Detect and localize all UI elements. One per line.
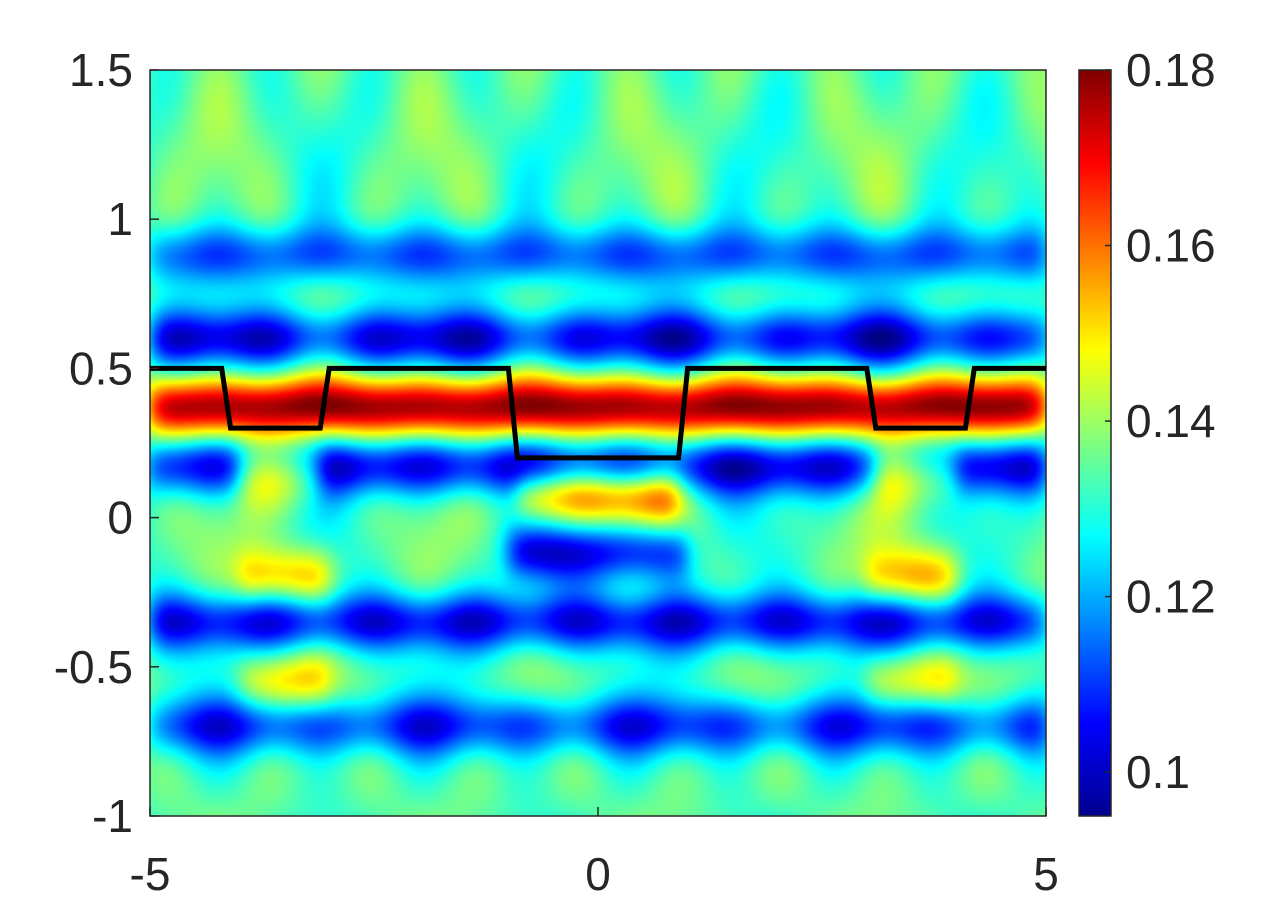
colorbar-tick-label: 0.14 <box>1126 395 1216 447</box>
x-tick-label: 0 <box>585 848 611 900</box>
colorbar-frame <box>1078 69 1112 817</box>
colorbar-tick-label: 0.16 <box>1126 220 1216 272</box>
heatmap-field <box>150 70 1046 816</box>
y-tick-label: 1.5 <box>69 44 133 96</box>
profile-line-group <box>150 365 1046 461</box>
y-tick-label: 0 <box>107 492 133 544</box>
y-axis: -1 -0.5 0 0.5 1 1.5 <box>54 44 159 842</box>
colorbar-tick-label: 0.18 <box>1126 44 1216 96</box>
x-tick-label: 5 <box>1033 848 1059 900</box>
y-tick-label: -1 <box>92 790 133 842</box>
x-axis: -5 0 5 <box>130 807 1059 900</box>
colorbar-tick-label: 0.12 <box>1126 571 1216 623</box>
y-tick-label: -0.5 <box>54 641 133 693</box>
colorbar: 0.1 0.12 0.14 0.16 0.18 <box>1078 44 1216 817</box>
profile-line <box>150 365 1046 461</box>
y-tick-label: 0.5 <box>69 342 133 394</box>
y-tick-label: 1 <box>107 193 133 245</box>
colorbar-tick-label: 0.1 <box>1126 746 1190 798</box>
x-tick-label: -5 <box>130 848 171 900</box>
colorbar-gradient <box>1079 70 1111 816</box>
colorbar-ticks: 0.1 0.12 0.14 0.16 0.18 <box>1105 44 1216 798</box>
plot-area <box>150 70 1046 816</box>
